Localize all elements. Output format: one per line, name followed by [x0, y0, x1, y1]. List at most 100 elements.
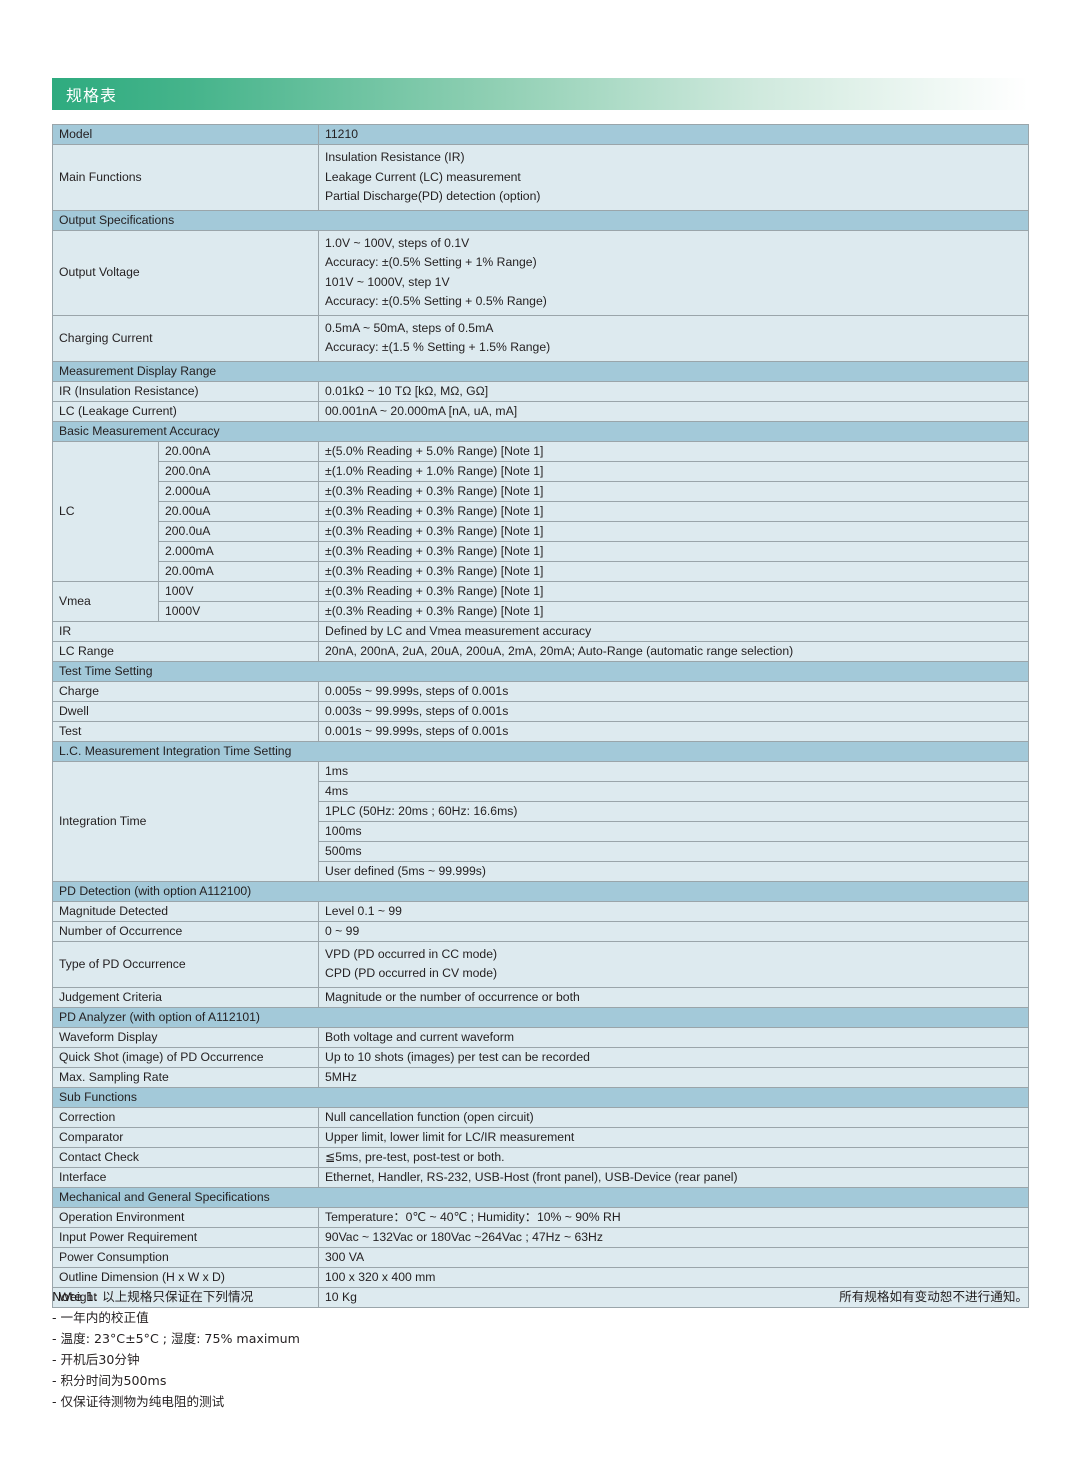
- group-label: Integration Time: [51, 760, 320, 882]
- table-row: Waveform Display Both voltage and current…: [51, 1026, 1030, 1048]
- row-value: 100ms: [318, 820, 1030, 842]
- row-value: 20nA, 200nA, 2uA, 20uA, 200uA, 2mA, 20mA…: [318, 640, 1030, 662]
- table-row: Comparator Upper limit, lower limit for L…: [51, 1126, 1030, 1148]
- footnote-line: - 温度: 23°C±5°C ; 湿度: 75% maximum: [52, 1331, 300, 1346]
- cell-line: Accuracy: ±(0.5% Setting + 0.5% Range): [325, 294, 547, 308]
- range-label: 200.0uA: [157, 520, 320, 542]
- table-row: Number of Occurrence 0 ~ 99: [51, 920, 1030, 942]
- row-value: 00.001nA ~ 20.000mA [nA, uA, mA]: [318, 400, 1030, 422]
- row-value: ±(5.0% Reading + 5.0% Range) [Note 1]: [318, 440, 1030, 462]
- range-label: 20.00nA: [157, 440, 320, 462]
- row-value: ±(0.3% Reading + 0.3% Range) [Note 1]: [318, 500, 1030, 522]
- range-label: 100V: [157, 580, 320, 602]
- table-row: Model 11210: [51, 124, 1030, 145]
- table-row: Interface Ethernet, Handler, RS-232, USB-…: [51, 1166, 1030, 1188]
- row-value: 1ms: [318, 760, 1030, 782]
- row-value: ≦5ms, pre-test, post-test or both.: [318, 1146, 1030, 1168]
- section-header-row: PD Analyzer (with option of A112101): [51, 1006, 1030, 1028]
- footnote-line: - 积分时间为500ms: [52, 1373, 167, 1388]
- row-label: Type of PD Occurrence: [51, 940, 320, 988]
- row-value: ±(0.3% Reading + 0.3% Range) [Note 1]: [318, 520, 1030, 542]
- banner-title: 规格表: [66, 86, 118, 105]
- table-row: Output Voltage 1.0V ~ 100V, steps of 0.1V…: [51, 229, 1030, 316]
- row-value: User defined (5ms ~ 99.999s): [318, 860, 1030, 882]
- section-header-label: PD Detection (with option A112100): [51, 880, 1030, 902]
- section-header-label: Mechanical and General Specifications: [51, 1186, 1030, 1208]
- table-row: Input Power Requirement 90Vac ~ 132Vac or…: [51, 1226, 1030, 1248]
- section-header-row: Sub Functions: [51, 1086, 1030, 1108]
- row-label: Comparator: [51, 1126, 320, 1148]
- row-value: 0 ~ 99: [318, 920, 1030, 942]
- cell-line: Leakage Current (LC) measurement: [325, 169, 521, 184]
- row-label: Magnitude Detected: [51, 900, 320, 922]
- row-value: Ethernet, Handler, RS-232, USB-Host (fro…: [318, 1166, 1030, 1188]
- section-header-row: PD Detection (with option A112100): [51, 880, 1030, 902]
- specification-table-body: Model 11210 Main Functions Insulation Resis…: [51, 124, 1030, 1308]
- row-label: Number of Occurrence: [51, 920, 320, 942]
- cell-line: 101V ~ 1000V, step 1V: [325, 274, 450, 289]
- range-label: 20.00uA: [157, 500, 320, 522]
- row-label: Test: [51, 720, 320, 742]
- specification-table: Model 11210 Main Functions Insulation Resis…: [51, 124, 1030, 1308]
- section-header-row: Basic Measurement Accuracy: [51, 420, 1030, 442]
- cell-line: 0.5mA ~ 50mA, steps of 0.5mA: [325, 320, 494, 335]
- row-value: 0.5mA ~ 50mA, steps of 0.5mA Accuracy: ±(…: [318, 314, 1030, 362]
- row-label: Power Consumption: [51, 1246, 320, 1268]
- row-value: 10 Kg: [318, 1286, 1030, 1308]
- table-row: Test 0.001s ~ 99.999s, steps of 0.001s: [51, 720, 1030, 742]
- cell-line: Insulation Resistance (IR): [325, 150, 465, 164]
- row-value: Both voltage and current waveform: [318, 1026, 1030, 1048]
- row-label: Contact Check: [51, 1146, 320, 1168]
- cell-line: VPD (PD occurred in CC mode): [325, 946, 498, 961]
- section-header-label: Basic Measurement Accuracy: [51, 420, 1030, 442]
- range-label: 2.000uA: [157, 480, 320, 502]
- table-row: 4ms: [53, 780, 1030, 802]
- range-label: 20.00mA: [157, 560, 320, 582]
- section-header-label: Test Time Setting: [51, 660, 1030, 682]
- section-header-label: Measurement Display Range: [51, 360, 1030, 382]
- row-value: ±(0.3% Reading + 0.3% Range) [Note 1]: [318, 580, 1030, 602]
- table-row: Outline Dimension (H x W x D) 100 x 320 x…: [51, 1266, 1030, 1288]
- row-value: 1PLC (50Hz: 20ms ; 60Hz: 16.6ms): [318, 800, 1030, 822]
- row-label: Outline Dimension (H x W x D): [51, 1266, 320, 1288]
- table-row: Operation Environment Temperature：0℃ ~ 40…: [51, 1206, 1030, 1228]
- row-value: Temperature：0℃ ~ 40℃ ; Humidity：10% ~ 90…: [318, 1206, 1030, 1228]
- section-header-label: Sub Functions: [51, 1086, 1030, 1108]
- table-row: Vmea 100V ±(0.3% Reading + 0.3% Range) [No…: [52, 580, 1030, 622]
- row-value: ±(1.0% Reading + 1.0% Range) [Note 1]: [318, 460, 1030, 482]
- range-label: 200.0nA: [157, 460, 320, 482]
- table-row: 1000V ±(0.3% Reading + 0.3% Range) [Note …: [53, 600, 1030, 622]
- row-label: Main Functions: [51, 144, 320, 211]
- section-header-label: L.C. Measurement Integration Time Settin…: [51, 740, 1030, 762]
- row-value: ±(0.3% Reading + 0.3% Range) [Note 1]: [318, 560, 1030, 582]
- table-row: IR Defined by LC and Vmea measurement acc…: [51, 620, 1030, 642]
- range-label: 1000V: [157, 600, 320, 622]
- footnote-line: Note 1: 以上规格只保证在下列情况: [52, 1289, 254, 1304]
- table-row: LC Range 20nA, 200nA, 2uA, 20uA, 200uA, 2…: [51, 640, 1030, 662]
- section-header-label: Output Specifications: [51, 209, 1030, 231]
- row-label: Weight: [51, 1286, 320, 1308]
- row-label: Charge: [51, 680, 320, 702]
- table-row: 20.00uA ±(0.3% Reading + 0.3% Range) [Not…: [53, 500, 1030, 522]
- range-label: 2.000mA: [157, 540, 320, 562]
- group-label: LC: [52, 440, 159, 582]
- table-row: User defined (5ms ~ 99.999s): [53, 860, 1030, 882]
- disclaimer-text: 所有规格如有变动恕不进行通知。: [839, 1289, 1028, 1304]
- row-label: Max. Sampling Rate: [51, 1066, 320, 1088]
- section-header-row: L.C. Measurement Integration Time Settin…: [51, 740, 1030, 762]
- section-header-row: Mechanical and General Specifications: [51, 1186, 1030, 1208]
- section-header-row: Test Time Setting: [51, 660, 1030, 682]
- table-row: Charge 0.005s ~ 99.999s, steps of 0.001s: [51, 680, 1030, 702]
- table-row: Integration Time 1ms: [51, 760, 1030, 882]
- row-label: LC (Leakage Current): [51, 400, 320, 422]
- row-value: Level 0.1 ~ 99: [318, 900, 1030, 922]
- row-value: 300 VA: [318, 1246, 1030, 1268]
- section-header-row: Output Specifications: [51, 209, 1030, 231]
- table-row: Dwell 0.003s ~ 99.999s, steps of 0.001s: [51, 700, 1030, 722]
- row-value: Null cancellation function (open circuit…: [318, 1106, 1030, 1128]
- row-label: Judgement Criteria: [51, 986, 320, 1008]
- table-row: 100ms: [53, 820, 1030, 842]
- row-value: 0.005s ~ 99.999s, steps of 0.001s: [318, 680, 1030, 702]
- table-row: 2.000mA ±(0.3% Reading + 0.3% Range) [Not…: [53, 540, 1030, 562]
- row-value: 0.001s ~ 99.999s, steps of 0.001s: [318, 720, 1030, 742]
